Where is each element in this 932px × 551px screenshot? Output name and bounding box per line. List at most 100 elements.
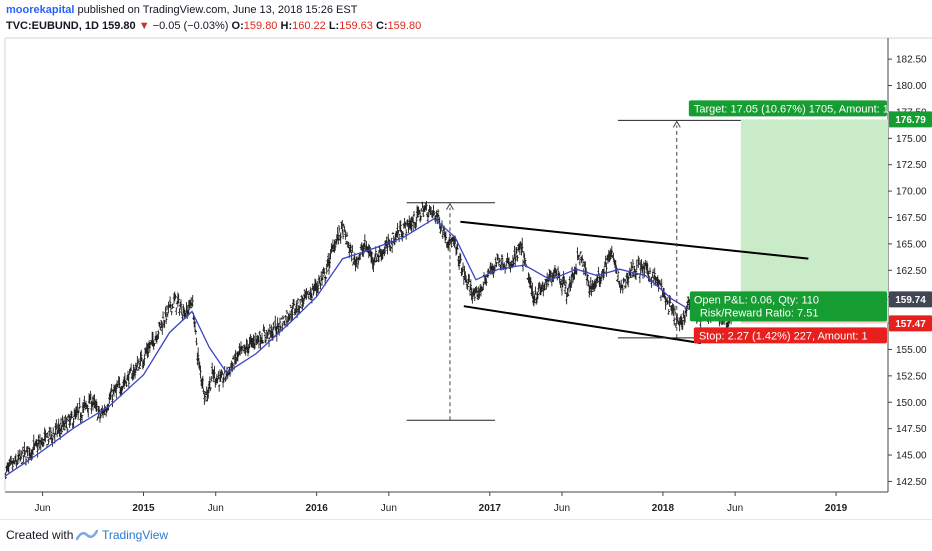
y-tick-label: 155.00 [896,345,927,356]
candle [66,416,70,422]
y-tick-label: 175.00 [896,134,927,145]
candle [136,366,140,371]
candle [587,280,590,287]
candle [351,245,354,253]
candle [289,304,293,309]
candle [226,371,229,380]
channel-upper-line[interactable] [460,220,809,260]
candle [36,443,39,458]
x-tick-label: 2017 [479,503,502,514]
candle [651,273,654,279]
candle [258,330,261,336]
candle [209,387,212,392]
candle [20,450,23,460]
target-zone[interactable] [740,119,888,300]
candle [126,370,130,382]
candle [88,394,92,404]
candle [323,268,326,275]
last-price-badge: 159.74 [889,291,932,308]
target-label-bg [688,100,887,117]
candle [201,375,205,389]
candle [363,234,367,247]
author-link[interactable]: moorekapital [6,4,75,16]
candle [486,268,490,278]
stop-label-text: Stop: 2.27 (1.42%) 227, Amount: 1 [699,330,868,342]
candle [202,388,205,395]
candle [110,383,113,393]
candle [99,412,102,419]
low-value: 159.63 [339,20,373,32]
candle [115,383,118,399]
candle [616,278,619,282]
candle [7,461,11,473]
stop-label-bg [693,327,887,344]
candle [45,433,48,438]
symbol-name[interactable]: TVC:EUBUND, 1D [6,20,99,32]
tradingview-brand-link[interactable]: TradingView [102,528,169,542]
stop-label[interactable]: Stop: 2.27 (1.42%) 227, Amount: 1 [693,327,887,344]
candle [474,286,477,294]
candle [604,255,607,266]
candle [127,374,130,389]
candle [264,339,268,343]
candle [86,404,89,412]
target-label[interactable]: Target: 17.05 (10.67%) 1705, Amount: 1 [688,100,889,117]
candle [41,441,45,448]
candle [399,220,402,233]
candle [337,234,340,245]
candle [664,296,667,310]
x-tick-label: 2019 [825,503,848,514]
candle [397,229,400,235]
x-tick-label: 2018 [652,503,675,514]
candle [653,267,656,279]
stop-price-badge-text: 157.47 [895,319,926,330]
candle [244,347,247,356]
price-chart[interactable]: 182.50180.00177.50175.00172.50170.00167.… [0,0,932,520]
candle [599,277,603,284]
candle [133,370,137,379]
candle [239,346,242,356]
candle [542,287,545,297]
candle [588,285,592,295]
candle [597,266,600,275]
candle [674,323,677,328]
candle [148,342,152,353]
candle [418,209,421,215]
candle [49,427,53,439]
candle [555,269,558,276]
candle [21,446,25,454]
candle [436,209,440,217]
candle [84,400,88,408]
candle [624,279,628,288]
candle [175,307,178,315]
candle [500,254,504,259]
last-price-badge-bg [889,291,932,308]
candle [312,286,315,296]
y-tick-label: 150.00 [896,398,927,409]
y-tick-label: 172.50 [896,160,927,171]
candle [48,426,51,437]
channel-lower-line[interactable] [463,305,702,345]
candle [164,311,168,324]
candle [70,411,74,418]
candle [545,272,549,282]
target-price-badge-bg [889,111,932,128]
candle [62,416,66,426]
candle [151,332,155,347]
candle [595,277,598,288]
candle [579,251,582,255]
moving-average-line[interactable] [4,217,742,477]
candle [283,320,286,326]
time-axis[interactable]: Jun 2015 Jun 2016 Jun 2017 Jun 2018 Jun 2019 [35,492,848,514]
candle [158,321,162,329]
candle [564,279,568,289]
candle [422,207,425,218]
candle [390,240,394,253]
candle [630,261,633,272]
candle [261,340,265,345]
candle [515,247,518,254]
candle [469,279,473,291]
candle [171,303,174,309]
candle [497,260,501,267]
